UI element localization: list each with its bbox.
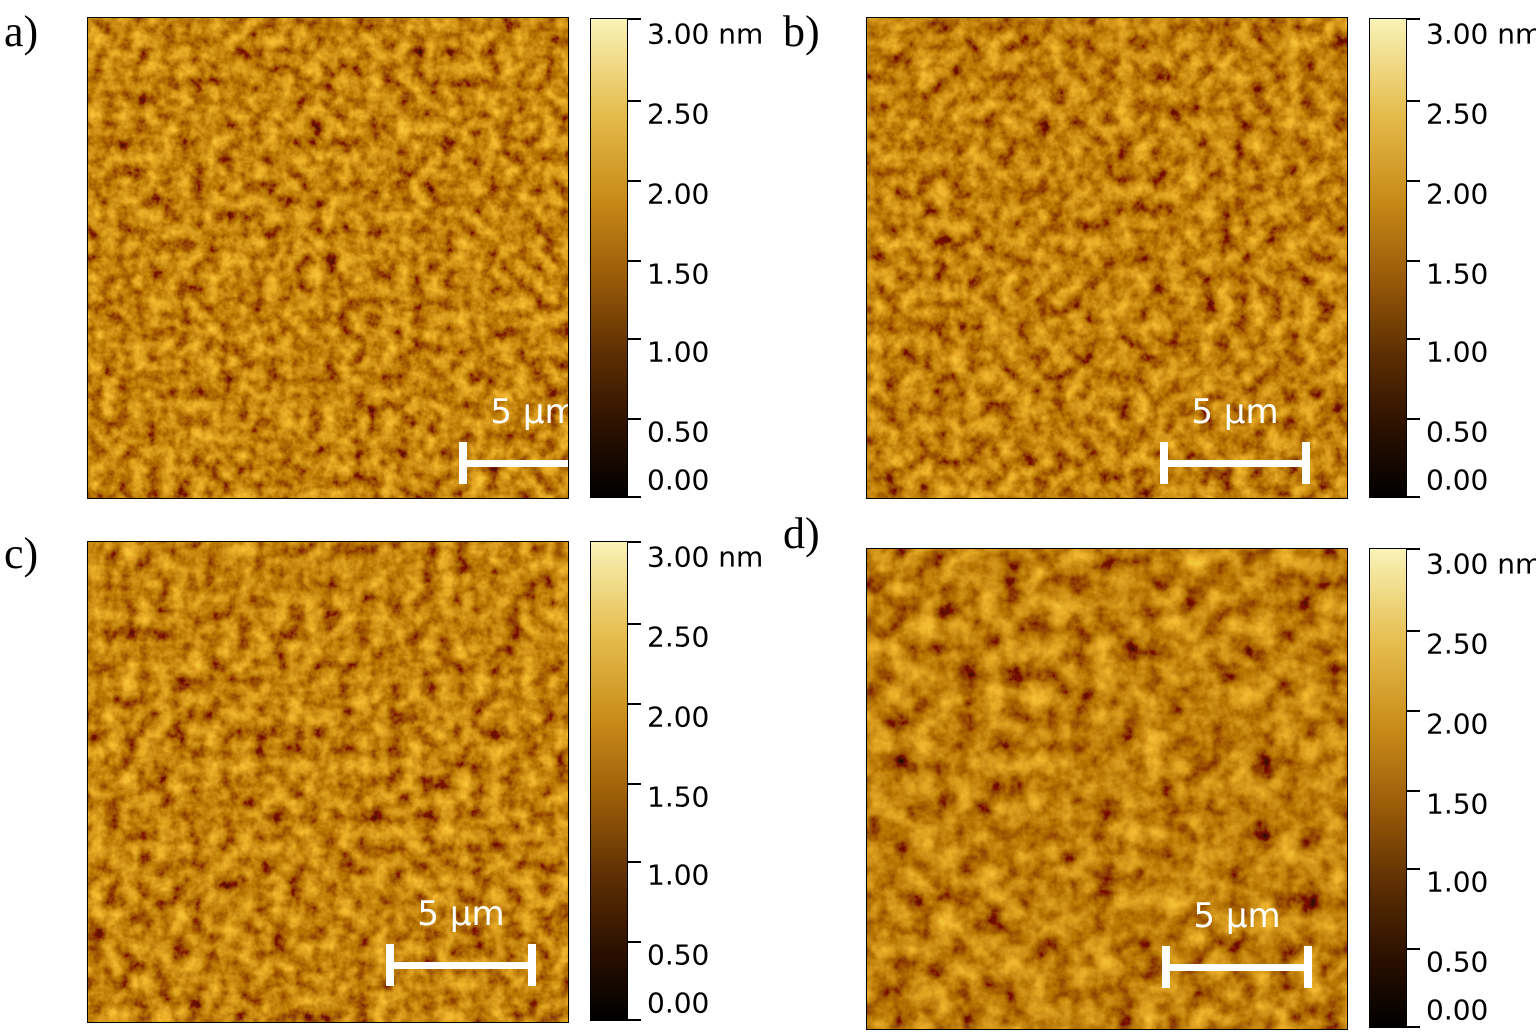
colorbar-tick-mark xyxy=(627,783,641,785)
colorbar-tick-label: 0.50 xyxy=(647,938,710,972)
colorbar-tick-label: 2.50 xyxy=(647,620,710,654)
colorbar-tick-label: 1.50 xyxy=(1426,257,1489,291)
afm-texture xyxy=(867,18,1347,498)
colorbar-tick-label: 0.00 xyxy=(647,463,710,497)
colorbar-tick-label: 3.00 nm xyxy=(1426,547,1536,581)
colorbar-tick-label: 2.00 xyxy=(1426,177,1489,211)
colorbar-c xyxy=(590,541,628,1021)
colorbar-tick-label: 1.00 xyxy=(647,858,710,892)
colorbar-tick-label: 0.50 xyxy=(647,415,710,449)
afm-image-c: 5 µm xyxy=(87,541,569,1023)
colorbar-tick-mark xyxy=(627,100,641,102)
colorbar-tick-mark xyxy=(627,418,641,420)
colorbar-tick-label: 2.50 xyxy=(647,97,710,131)
colorbar-tick-label: 2.50 xyxy=(1426,627,1489,661)
afm-image-d: 5 µm xyxy=(866,548,1348,1030)
scale-bar-label: 5 µm xyxy=(1193,896,1281,936)
colorbar-a xyxy=(590,18,628,498)
colorbar-tick-mark xyxy=(627,1019,641,1021)
colorbar-tick-mark xyxy=(627,18,641,20)
colorbar-tick-mark xyxy=(1406,18,1420,20)
colorbar-tick-mark xyxy=(627,941,641,943)
afm-texture xyxy=(867,549,1347,1029)
colorbar-tick-label: 1.00 xyxy=(1426,335,1489,369)
colorbar-tick-label: 0.50 xyxy=(1426,415,1489,449)
colorbar-tick-label: 3.00 nm xyxy=(647,540,764,574)
afm-texture xyxy=(88,542,568,1022)
colorbar-tick-label: 0.00 xyxy=(647,986,710,1020)
colorbar-tick-mark xyxy=(1406,630,1420,632)
scale-bar-line xyxy=(386,962,536,969)
colorbar-tick-label: 1.00 xyxy=(1426,865,1489,899)
colorbar-tick-mark xyxy=(1406,100,1420,102)
panel-label-c: c) xyxy=(4,529,39,578)
colorbar-tick-mark xyxy=(1406,260,1420,262)
colorbar-tick-mark xyxy=(627,180,641,182)
scale-bar-cap-right xyxy=(1304,946,1312,988)
colorbar-tick-label: 0.00 xyxy=(1426,463,1489,497)
afm-texture xyxy=(88,18,568,498)
colorbar-tick-mark xyxy=(1406,868,1420,870)
colorbar-d xyxy=(1369,548,1407,1028)
colorbar-tick-mark xyxy=(1406,710,1420,712)
colorbar-tick-label: 1.50 xyxy=(1426,787,1489,821)
colorbar-tick-mark xyxy=(1406,496,1420,498)
scale-bar-d: 5 µm xyxy=(1162,896,1312,992)
scale-bar-label: 5 µm xyxy=(1191,392,1279,432)
colorbar-tick-label: 3.00 nm xyxy=(1426,17,1536,51)
scale-bar-c: 5 µm xyxy=(386,894,536,990)
afm-image-a: 5 µm xyxy=(87,17,569,499)
scale-bar-label: 5 µm xyxy=(417,894,505,934)
colorbar-tick-mark xyxy=(1406,1026,1420,1028)
colorbar-tick-label: 2.00 xyxy=(647,700,710,734)
colorbar-tick-mark xyxy=(627,260,641,262)
colorbar-tick-label: 0.50 xyxy=(1426,945,1489,979)
scale-bar-line xyxy=(459,460,568,467)
colorbar-tick-label: 3.00 nm xyxy=(647,17,764,51)
scale-bar-cap-right xyxy=(528,944,536,986)
colorbar-tick-mark xyxy=(1406,790,1420,792)
scale-bar-line xyxy=(1160,460,1310,467)
colorbar-tick-label: 2.00 xyxy=(647,177,710,211)
colorbar-tick-mark xyxy=(627,541,641,543)
colorbar-tick-label: 2.50 xyxy=(1426,97,1489,131)
scale-bar-a: 5 µm xyxy=(459,392,568,488)
scale-bar-cap-right xyxy=(1302,442,1310,484)
colorbar-tick-mark xyxy=(1406,548,1420,550)
colorbar-tick-mark xyxy=(1406,180,1420,182)
scale-bar-b: 5 µm xyxy=(1160,392,1310,488)
colorbar-tick-label: 1.50 xyxy=(647,257,710,291)
colorbar-tick-mark xyxy=(627,703,641,705)
colorbar-tick-mark xyxy=(1406,338,1420,340)
colorbar-tick-label: 1.50 xyxy=(647,780,710,814)
panel-label-d: d) xyxy=(783,509,820,558)
scale-bar-line xyxy=(1162,964,1312,971)
colorbar-tick-mark xyxy=(1406,418,1420,420)
colorbar-b xyxy=(1369,18,1407,498)
colorbar-tick-mark xyxy=(627,496,641,498)
colorbar-tick-mark xyxy=(1406,948,1420,950)
scale-bar-label: 5 µm xyxy=(490,392,569,432)
panel-label-a: a) xyxy=(4,7,39,56)
colorbar-tick-mark xyxy=(627,338,641,340)
colorbar-tick-mark xyxy=(627,861,641,863)
afm-image-b: 5 µm xyxy=(866,17,1348,499)
colorbar-tick-label: 1.00 xyxy=(647,335,710,369)
panel-label-b: b) xyxy=(783,7,820,56)
colorbar-tick-label: 2.00 xyxy=(1426,707,1489,741)
colorbar-tick-mark xyxy=(627,623,641,625)
colorbar-tick-label: 0.00 xyxy=(1426,993,1489,1027)
